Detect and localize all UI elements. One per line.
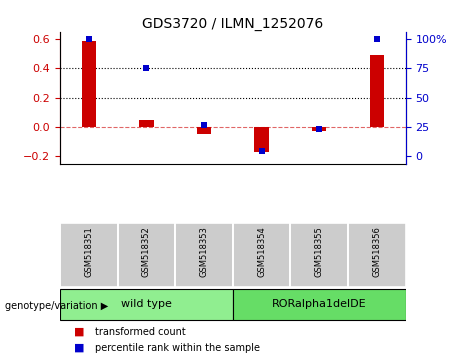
Text: ■: ■ [74,327,84,337]
Bar [139,120,154,127]
Text: GSM518355: GSM518355 [315,226,324,277]
Bar [175,223,233,287]
Text: GSM518351: GSM518351 [84,226,93,277]
Bar [370,55,384,127]
Text: transformed count: transformed count [95,327,185,337]
Bar [233,223,290,287]
Bar [82,41,96,127]
Bar [254,127,269,152]
Bar [60,289,233,320]
Text: GSM518356: GSM518356 [372,226,381,277]
Text: genotype/variation ▶: genotype/variation ▶ [5,301,108,311]
Bar [312,127,326,131]
Bar [290,223,348,287]
Text: wild type: wild type [121,299,172,309]
Text: ■: ■ [74,343,84,353]
Text: RORalpha1delDE: RORalpha1delDE [272,299,366,309]
Bar [197,127,211,135]
Text: percentile rank within the sample: percentile rank within the sample [95,343,260,353]
Text: GSM518352: GSM518352 [142,226,151,277]
Bar [233,289,406,320]
Title: GDS3720 / ILMN_1252076: GDS3720 / ILMN_1252076 [142,17,324,31]
Text: GSM518353: GSM518353 [200,226,208,277]
Text: GSM518354: GSM518354 [257,226,266,277]
Bar [118,223,175,287]
Bar [60,223,118,287]
Bar [348,223,406,287]
